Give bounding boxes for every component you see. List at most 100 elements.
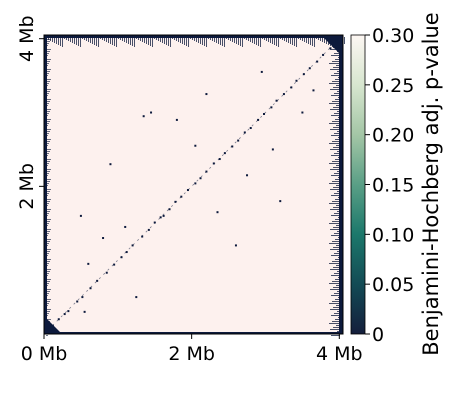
- edge-stripe-left: [46, 193, 49, 194]
- data-point: [96, 279, 99, 282]
- edge-stripe-top: [232, 37, 233, 42]
- data-point: [150, 111, 153, 114]
- edge-stripe-left: [46, 143, 49, 144]
- edge-stripe-left: [46, 309, 51, 310]
- edge-stripe-right: [334, 193, 340, 194]
- edge-stripe-left: [46, 171, 50, 172]
- edge-stripe-right: [333, 67, 340, 68]
- edge-stripe-top: [274, 37, 275, 45]
- edge-stripe-right: [332, 81, 340, 82]
- data-point: [275, 99, 278, 102]
- edge-stripe-top: [226, 37, 227, 39]
- edge-stripe-top: [92, 37, 93, 44]
- data-point: [312, 89, 315, 92]
- edge-stripe-top: [208, 37, 209, 39]
- data-point: [162, 214, 165, 217]
- edge-stripe-top: [110, 37, 111, 44]
- edge-stripe-right: [330, 149, 340, 150]
- edge-stripe-left: [46, 111, 50, 112]
- edge-stripe-left: [46, 209, 51, 210]
- edge-stripe-left: [46, 181, 50, 182]
- edge-stripe-top: [154, 37, 155, 39]
- edge-stripe-right: [334, 113, 340, 114]
- edge-stripe-right: [338, 77, 340, 78]
- edge-stripe-right: [333, 247, 340, 248]
- edge-stripe-top: [68, 37, 69, 41]
- data-point: [113, 263, 116, 266]
- edge-stripe-left: [46, 287, 47, 288]
- edge-stripe-left: [46, 113, 49, 114]
- edge-stripe-top: [318, 37, 319, 40]
- data-point: [120, 256, 123, 259]
- edge-stripe-right: [335, 299, 340, 300]
- edge-stripe-top: [344, 37, 345, 44]
- data-point: [194, 182, 197, 185]
- data-point: [105, 271, 108, 274]
- edge-stripe-right: [333, 147, 340, 148]
- edge-stripe-left: [46, 235, 48, 236]
- edge-stripe-top: [134, 37, 135, 47]
- edge-stripe-top: [284, 37, 285, 41]
- edge-stripe-left: [46, 203, 49, 204]
- edge-stripe-left: [46, 265, 48, 266]
- edge-stripe-top: [66, 37, 67, 40]
- edge-stripe-top: [98, 37, 99, 47]
- edge-stripe-left: [46, 65, 48, 66]
- edge-stripe-left: [46, 239, 51, 240]
- edge-stripe-right: [332, 61, 340, 62]
- edge-stripe-left: [46, 237, 47, 238]
- edge-stripe-right: [335, 259, 340, 260]
- data-point: [57, 318, 60, 321]
- edge-stripe-left: [46, 319, 51, 320]
- edge-stripe-left: [46, 167, 47, 168]
- edge-stripe-left: [46, 295, 48, 296]
- edge-stripe-left: [46, 91, 50, 92]
- edge-stripe-top: [292, 37, 293, 45]
- edge-stripe-right: [334, 233, 340, 234]
- edge-stripe-right: [337, 71, 340, 72]
- edge-stripe-left: [46, 205, 48, 206]
- edge-stripe-top: [136, 37, 137, 39]
- edge-stripe-left: [46, 303, 49, 304]
- edge-stripe-left: [46, 101, 50, 102]
- edge-stripe-right: [331, 175, 340, 176]
- edge-stripe-right: [330, 129, 340, 130]
- heatmap-marks: [43, 34, 345, 336]
- edge-stripe-right: [334, 313, 340, 314]
- edge-stripe-top: [56, 37, 57, 44]
- edge-stripe-right: [337, 231, 340, 232]
- edge-stripe-right: [329, 83, 340, 84]
- edge-stripe-right: [330, 329, 340, 330]
- edge-stripe-right: [333, 107, 340, 108]
- edge-stripe-right: [336, 165, 340, 166]
- edge-stripe-right: [330, 309, 340, 310]
- data-point: [63, 313, 66, 316]
- edge-stripe-right: [337, 251, 340, 252]
- data-point: [109, 163, 112, 166]
- edge-stripe-top: [202, 37, 203, 45]
- edge-stripe-left: [46, 261, 50, 262]
- edge-stripe-right: [332, 201, 340, 202]
- edge-stripe-right: [338, 157, 340, 158]
- edge-stripe-left: [46, 107, 47, 108]
- edge-stripe-top: [266, 37, 267, 41]
- edge-stripe-left: [46, 223, 49, 224]
- edge-stripe-right: [329, 183, 340, 184]
- edge-stripe-left: [46, 97, 47, 98]
- edge-stripe-top: [252, 37, 253, 43]
- edge-stripe-right: [336, 245, 340, 246]
- edge-stripe-right: [330, 69, 340, 70]
- edge-stripe-right: [332, 141, 340, 142]
- edge-stripe-left: [46, 67, 47, 68]
- edge-stripe-right: [337, 131, 340, 132]
- edge-stripe-left: [46, 129, 51, 130]
- edge-stripe-left: [46, 207, 47, 208]
- edge-stripe-right: [330, 89, 340, 90]
- plot-frame: [43, 34, 344, 335]
- edge-stripe-top: [194, 37, 195, 41]
- edge-stripe-right: [337, 191, 340, 192]
- edge-stripe-right: [337, 211, 340, 212]
- data-point: [76, 300, 79, 303]
- edge-stripe-left: [46, 41, 50, 42]
- edge-stripe-top: [278, 37, 279, 47]
